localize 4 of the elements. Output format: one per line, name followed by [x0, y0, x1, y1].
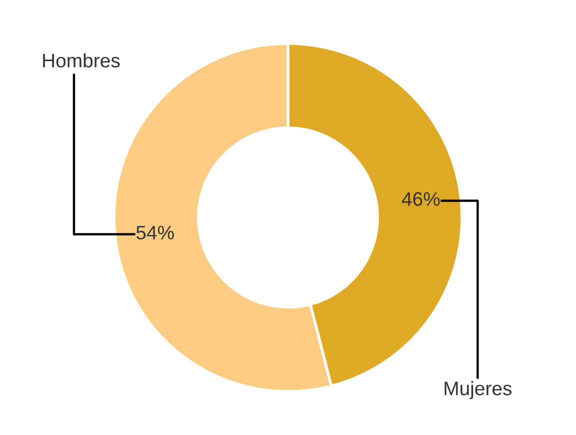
slice-label: Mujeres [444, 381, 512, 400]
slice-label: Hombres [43, 53, 120, 68]
data-label: 46% [402, 192, 440, 206]
data-label: 54% [136, 226, 174, 240]
